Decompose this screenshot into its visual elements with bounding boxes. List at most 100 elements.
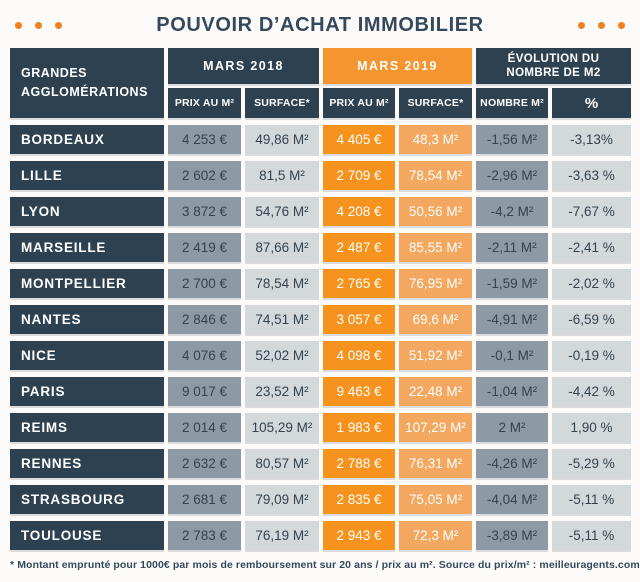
surface-2019-cell: 76,31 M² <box>399 449 472 478</box>
table-row: MARSEILLE 2 419 €87,66 M² 2 487 €85,55 M² -… <box>10 233 631 262</box>
evolution-pct-cell: 1,90 % <box>552 413 631 442</box>
title-row: POUVOIR D’ACHAT IMMOBILIER <box>0 0 640 40</box>
dot-icon <box>597 21 605 29</box>
surface-2018-cell: 23,52 M² <box>245 377 319 406</box>
surface-2019-cell: 50,56 M² <box>399 197 472 226</box>
prix-2018-cell: 9 017 € <box>168 377 241 406</box>
page-title: POUVOIR D’ACHAT IMMOBILIER <box>156 13 484 36</box>
evolution-m2-cell: -4,26 M² <box>476 449 548 478</box>
evolution-m2-cell: -4,2 M² <box>476 197 548 226</box>
city-cell: NICE <box>10 341 164 370</box>
evolution-m2-cell: -0,1 M² <box>476 341 548 370</box>
footnote: * Montant emprunté pour 1000€ par mois d… <box>10 559 640 571</box>
prix-2018-cell: 2 846 € <box>168 305 241 334</box>
surface-2018-cell: 105,29 M² <box>245 413 319 442</box>
city-cell: LYON <box>10 197 164 226</box>
city-cell: MONTPELLIER <box>10 269 164 298</box>
city-cell: MARSEILLE <box>10 233 164 262</box>
city-cell: NANTES <box>10 305 164 334</box>
evolution-m2-cell: -2,11 M² <box>476 233 548 262</box>
surface-2018-cell: 74,51 M² <box>245 305 319 334</box>
evolution-pct-cell: -3,13% <box>552 125 631 154</box>
prix-2019-cell: 9 463 € <box>323 377 395 406</box>
evolution-pct-cell: -4,42 % <box>552 377 631 406</box>
column-header-surface-2018: SURFACE* <box>245 88 319 118</box>
prix-2019-cell: 2 835 € <box>323 485 395 514</box>
evolution-m2-cell: -3,89 M² <box>476 521 548 550</box>
city-cell: TOULOUSE <box>10 521 164 550</box>
prix-2018-cell: 4 253 € <box>168 125 241 154</box>
table-body: BORDEAUX 4 253 €49,86 M² 4 405 €48,3 M² -1,… <box>10 125 631 550</box>
left-dots-decoration <box>15 21 62 29</box>
column-group-mars-2018: MARS 2018 <box>168 48 319 84</box>
surface-2019-cell: 48,3 M² <box>399 125 472 154</box>
column-header-nombre-m2: NOMBRE M² <box>476 88 548 118</box>
evolution-m2-cell: 2 M² <box>476 413 548 442</box>
surface-2018-cell: 49,86 M² <box>245 125 319 154</box>
purchasing-power-table: GRANDES AGGLOMÉRATIONS MARS 2018 MARS 20… <box>10 48 631 550</box>
dot-icon <box>15 21 22 29</box>
prix-2018-cell: 2 602 € <box>168 161 241 190</box>
table-header: GRANDES AGGLOMÉRATIONS MARS 2018 MARS 20… <box>10 48 631 118</box>
surface-2019-cell: 78,54 M² <box>399 161 472 190</box>
prix-2018-cell: 2 700 € <box>168 269 241 298</box>
table-row: BORDEAUX 4 253 €49,86 M² 4 405 €48,3 M² -1,… <box>10 125 631 154</box>
surface-2019-cell: 72,3 M² <box>399 521 472 550</box>
surface-2018-cell: 81,5 M² <box>245 161 319 190</box>
prix-2019-cell: 2 487 € <box>323 233 395 262</box>
surface-2019-cell: 75,05 M² <box>399 485 472 514</box>
prix-2019-cell: 1 983 € <box>323 413 395 442</box>
prix-2019-cell: 4 098 € <box>323 341 395 370</box>
table-row: NICE 4 076 €52,02 M² 4 098 €51,92 M² -0,1 M… <box>10 341 631 370</box>
evolution-m2-cell: -4,91 M² <box>476 305 548 334</box>
column-header-surface-2019: SURFACE* <box>399 88 472 118</box>
evolution-pct-cell: -0,19 % <box>552 341 631 370</box>
surface-2018-cell: 87,66 M² <box>245 233 319 262</box>
surface-2018-cell: 79,09 M² <box>245 485 319 514</box>
surface-2019-cell: 76,95 M² <box>399 269 472 298</box>
table-row: RENNES 2 632 €80,57 M² 2 788 €76,31 M² -4,2… <box>10 449 631 478</box>
evolution-m2-cell: -1,56 M² <box>476 125 548 154</box>
dot-icon <box>55 21 62 29</box>
prix-2019-cell: 2 788 € <box>323 449 395 478</box>
surface-2018-cell: 54,76 M² <box>245 197 319 226</box>
city-cell: RENNES <box>10 449 164 478</box>
evolution-pct-cell: -2,02 % <box>552 269 631 298</box>
table-row: LILLE 2 602 €81,5 M² 2 709 €78,54 M² -2,96 … <box>10 161 631 190</box>
prix-2018-cell: 2 632 € <box>168 449 241 478</box>
evolution-m2-cell: -2,96 M² <box>476 161 548 190</box>
dot-icon <box>617 21 625 29</box>
evolution-m2-cell: -4,04 M² <box>476 485 548 514</box>
surface-2018-cell: 80,57 M² <box>245 449 319 478</box>
table-row: STRASBOURG 2 681 €79,09 M² 2 835 €75,05 M²… <box>10 485 631 514</box>
evolution-m2-cell: -1,59 M² <box>476 269 548 298</box>
prix-2018-cell: 2 681 € <box>168 485 241 514</box>
surface-2018-cell: 78,54 M² <box>245 269 319 298</box>
surface-2019-cell: 85,55 M² <box>399 233 472 262</box>
column-group-evolution: ÉVOLUTION DU NOMBRE DE M2 <box>476 48 631 84</box>
prix-2019-cell: 2 943 € <box>323 521 395 550</box>
prix-2018-cell: 2 014 € <box>168 413 241 442</box>
column-header-prix-2019: PRIX AU M² <box>323 88 395 118</box>
evolution-pct-cell: -6,59 % <box>552 305 631 334</box>
prix-2018-cell: 4 076 € <box>168 341 241 370</box>
city-cell: STRASBOURG <box>10 485 164 514</box>
table-row: REIMS 2 014 €105,29 M² 1 983 €107,29 M² 2 M… <box>10 413 631 442</box>
evolution-pct-cell: -5,11 % <box>552 521 631 550</box>
table-row: TOULOUSE 2 783 €76,19 M² 2 943 €72,3 M² -3,… <box>10 521 631 550</box>
dot-icon <box>577 21 585 29</box>
city-cell: REIMS <box>10 413 164 442</box>
prix-2019-cell: 4 208 € <box>323 197 395 226</box>
table-row: LYON 3 872 €54,76 M² 4 208 €50,56 M² -4,2 M… <box>10 197 631 226</box>
city-cell: PARIS <box>10 377 164 406</box>
evolution-pct-cell: -5,11 % <box>552 485 631 514</box>
table-row: NANTES 2 846 €74,51 M² 3 057 €69,6 M² -4,91… <box>10 305 631 334</box>
column-group-mars-2019: MARS 2019 <box>323 48 472 84</box>
surface-2019-cell: 69,6 M² <box>399 305 472 334</box>
prix-2019-cell: 4 405 € <box>323 125 395 154</box>
city-cell: BORDEAUX <box>10 125 164 154</box>
city-cell: LILLE <box>10 161 164 190</box>
prix-2019-cell: 2 765 € <box>323 269 395 298</box>
column-header-prix-2018: PRIX AU M² <box>168 88 241 118</box>
